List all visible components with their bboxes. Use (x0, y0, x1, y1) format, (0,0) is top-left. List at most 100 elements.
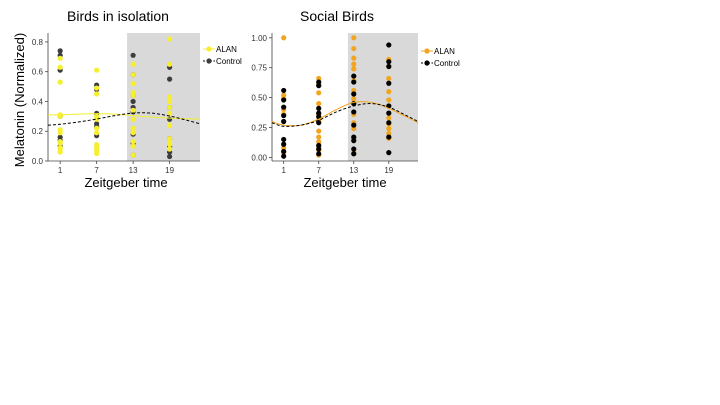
data-point-control (351, 151, 357, 157)
dark-period-shading (127, 33, 200, 161)
data-point-control (281, 153, 287, 159)
fit-curve-control (47, 112, 201, 126)
data-point-alan (94, 150, 100, 157)
data-point-alan (167, 146, 173, 152)
data-point-alan (130, 139, 136, 145)
data-point-control (316, 146, 322, 152)
data-point-alan (386, 126, 392, 132)
data-point-alan (386, 75, 392, 82)
data-point-alan (351, 35, 357, 41)
legend-item-alan: ALAN (203, 45, 237, 54)
data-point-control (130, 98, 136, 105)
data-point-alan (167, 94, 173, 100)
y-tick-label: 0.75 (251, 64, 267, 73)
data-point-control (386, 120, 392, 126)
data-point-alan (316, 139, 322, 145)
data-point-control (316, 110, 322, 116)
data-point-alan (351, 87, 357, 94)
data-point-alan (167, 104, 173, 111)
x-tick-label: 19 (165, 166, 174, 175)
data-point-control (167, 116, 173, 122)
data-point-alan (281, 92, 287, 98)
y-tick-label: 1.00 (251, 34, 267, 43)
data-point-alan (386, 97, 392, 103)
data-point-alan (386, 115, 392, 121)
legend-item-control: Control (421, 59, 460, 68)
data-point-control (351, 109, 357, 115)
data-point-control (316, 151, 322, 157)
data-point-control (281, 136, 287, 143)
data-point-control (351, 79, 357, 85)
data-point-control (386, 42, 392, 48)
x-tick-label: 7 (316, 166, 321, 175)
data-point-control (351, 146, 357, 152)
data-point-alan (351, 45, 357, 52)
data-point-control (386, 63, 392, 70)
data-point-alan (130, 107, 136, 113)
x-tick-label: 13 (129, 166, 138, 175)
chart-title: Social Birds (300, 8, 374, 24)
data-point-control (281, 112, 287, 119)
data-point-control (386, 134, 392, 140)
data-point-control (351, 91, 357, 97)
legend-label-control: Control (434, 59, 460, 68)
data-point-alan (130, 116, 136, 122)
legend-marker-control (206, 58, 212, 64)
data-point-control (167, 153, 173, 160)
data-point-alan (281, 35, 287, 41)
y-tick-label: 0.4 (32, 97, 44, 106)
data-point-alan (316, 134, 322, 140)
x-tick-label: 7 (94, 166, 99, 175)
data-point-alan (130, 130, 136, 136)
data-point-alan (351, 61, 357, 67)
figure-y-axis-label: Melatonin (Normalized) (12, 33, 27, 167)
panel-birds-in-isolation: Birds in isolation 1 7 13 19 0.0 0.2 0.4 0.6 0.8 Z… (32, 8, 242, 190)
y-tick-label: 0.50 (251, 94, 267, 103)
data-point-control (316, 142, 322, 149)
data-point-control (351, 73, 357, 79)
legend-marker-control (424, 60, 430, 66)
data-point-alan (94, 116, 100, 122)
data-point-alan (316, 100, 322, 107)
fit-curve-control (271, 103, 419, 127)
data-point-alan (94, 130, 100, 136)
data-point-alan (167, 98, 173, 105)
data-point-control (386, 80, 392, 86)
data-point-control (281, 97, 287, 103)
data-point-alan (167, 61, 173, 67)
data-point-alan (57, 140, 63, 146)
data-point-alan (167, 142, 173, 148)
y-tick-label: 0.25 (251, 124, 267, 133)
data-point-control (167, 76, 173, 82)
data-point-control (316, 83, 322, 89)
legend-item-alan: ALAN (421, 47, 455, 56)
data-point-alan (386, 130, 392, 137)
data-point-alan (94, 67, 100, 73)
data-point-alan (130, 81, 136, 87)
y-tick-label: 0.00 (251, 153, 267, 162)
panel-social-birds: Social Birds 1 7 13 19 0.00 0.25 0.50 0.75 1.00 Ze… (251, 8, 460, 190)
data-point-alan (351, 55, 357, 61)
data-point-control (351, 134, 357, 140)
data-point-alan (351, 66, 357, 72)
data-point-alan (130, 152, 136, 158)
data-point-control (386, 150, 392, 156)
data-point-control (316, 79, 322, 85)
data-point-control (281, 104, 287, 110)
fit-curve-alan (271, 101, 419, 127)
data-point-alan (351, 126, 357, 132)
x-tick-label: 1 (281, 166, 286, 175)
data-point-control (316, 120, 322, 126)
legend-marker-alan (206, 46, 212, 52)
data-point-control (386, 110, 392, 116)
data-point-alan (130, 143, 136, 149)
legend-item-control: Control (203, 57, 242, 66)
data-point-alan (57, 79, 63, 85)
y-tick-label: 0.2 (32, 127, 44, 136)
data-point-alan (351, 96, 357, 102)
data-point-alan (130, 92, 136, 99)
data-point-control (281, 141, 287, 147)
data-point-alan (57, 130, 63, 136)
legend-label-alan: ALAN (434, 47, 455, 56)
